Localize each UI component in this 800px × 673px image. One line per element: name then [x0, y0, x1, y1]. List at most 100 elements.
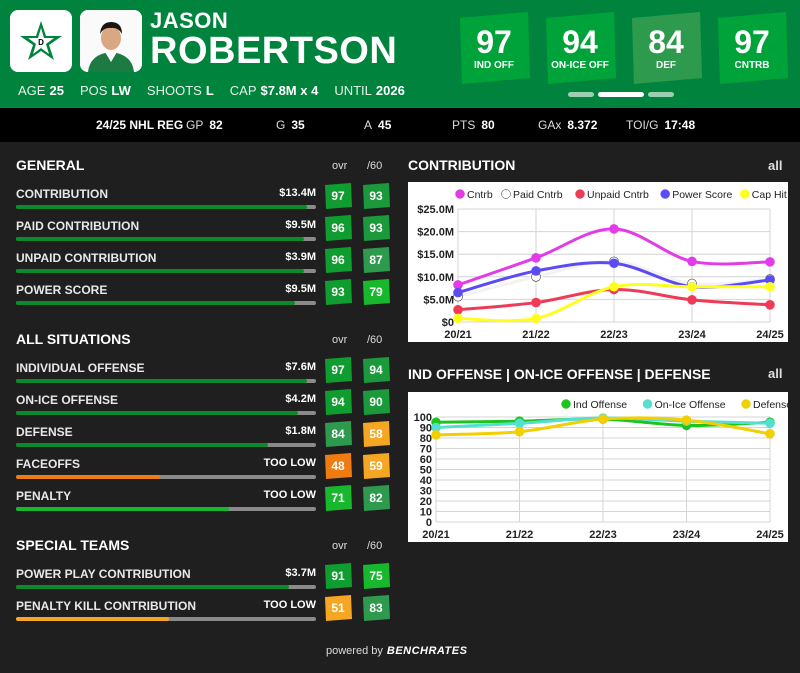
- contribution-all-toggle[interactable]: all: [768, 158, 783, 173]
- badge-value: 83: [369, 601, 383, 615]
- stat-bar-fill: [16, 205, 307, 209]
- stat-name: PENALTY: [16, 489, 72, 503]
- stat-bar-track: [16, 237, 316, 241]
- stat-value: TOO LOW: [263, 599, 316, 611]
- stat-row[interactable]: POWER SCORE $9.5M: [16, 283, 316, 309]
- stat-name: PAID CONTRIBUTION: [16, 219, 140, 233]
- per60-badge: 93: [361, 183, 391, 209]
- x-tick-label: 22/23: [589, 529, 617, 541]
- rating-cntrb[interactable]: 97 CNTRB: [714, 12, 790, 84]
- data-point[interactable]: [765, 257, 775, 267]
- data-point[interactable]: [609, 224, 619, 234]
- column-header-per60: /60: [367, 160, 383, 172]
- rating-label: ON-ICE OFF: [551, 59, 609, 71]
- off-def-all-toggle[interactable]: all: [768, 366, 783, 381]
- stat-row[interactable]: PAID CONTRIBUTION $9.5M: [16, 219, 316, 245]
- data-point[interactable]: [687, 295, 697, 305]
- star-icon: D: [20, 21, 62, 60]
- carousel-dot[interactable]: [568, 92, 594, 97]
- carousel-dots: [568, 92, 674, 97]
- data-point[interactable]: [453, 304, 463, 315]
- legend-item[interactable]: Defense: [741, 399, 789, 411]
- data-point[interactable]: [765, 428, 775, 439]
- stat-value: $7.6M: [285, 361, 316, 373]
- badge-value: 58: [369, 427, 383, 441]
- legend-label: Power Score: [672, 189, 732, 201]
- ovr-badge: 97: [323, 183, 353, 209]
- data-point[interactable]: [514, 418, 525, 429]
- data-point[interactable]: [765, 281, 775, 292]
- data-point[interactable]: [609, 258, 619, 269]
- header: D JASON ROBERTSON AGE 25 POS LW SHOOTS L CA…: [0, 0, 800, 108]
- stat-row[interactable]: INDIVIDUAL OFFENSE $7.6M: [16, 361, 316, 387]
- rating-def[interactable]: 84 DEF: [628, 12, 704, 84]
- data-point[interactable]: [531, 297, 541, 308]
- legend-item[interactable]: On-Ice Offense: [642, 399, 726, 411]
- rating-ind-off[interactable]: 97 IND OFF: [456, 12, 532, 84]
- stat-value: TOO LOW: [263, 489, 316, 501]
- stat-row[interactable]: PENALTY KILL CONTRIBUTION TOO LOW: [16, 599, 316, 625]
- data-point[interactable]: [687, 281, 697, 292]
- stat-row[interactable]: PENALTY TOO LOW: [16, 489, 316, 515]
- stat-value: $9.5M: [285, 219, 316, 231]
- brand-logo[interactable]: BENCHRATES: [386, 645, 468, 657]
- badge-value: 71: [331, 491, 345, 505]
- badge-value: 84: [331, 427, 345, 441]
- data-point[interactable]: [431, 430, 441, 440]
- data-point[interactable]: [609, 281, 619, 292]
- y-tick-label: 90: [420, 423, 432, 435]
- stat-bar-fill: [16, 443, 268, 447]
- data-point[interactable]: [531, 266, 541, 276]
- rating-on-ice-off[interactable]: 94 ON-ICE OFF: [542, 12, 618, 84]
- stat-bar-fill: [16, 585, 289, 589]
- stat-row[interactable]: CONTRIBUTION $13.4M: [16, 187, 316, 213]
- data-point[interactable]: [453, 313, 463, 324]
- data-point[interactable]: [514, 426, 525, 437]
- per60-badge: 58: [361, 421, 391, 447]
- data-point[interactable]: [681, 415, 692, 425]
- ovr-badge: 91: [323, 563, 353, 589]
- data-point[interactable]: [453, 287, 463, 298]
- stat-row[interactable]: UNPAID CONTRIBUTION $3.9M: [16, 251, 316, 277]
- data-point[interactable]: [531, 253, 541, 263]
- badge-value: 75: [369, 569, 383, 583]
- badge-value: 93: [369, 221, 383, 235]
- badge-value: 96: [331, 221, 345, 235]
- stat-row[interactable]: DEFENSE $1.8M: [16, 425, 316, 451]
- legend-item[interactable]: Power Score: [660, 189, 733, 201]
- legend-item[interactable]: Cntrb: [455, 189, 493, 201]
- stat-bar-track: [16, 443, 316, 447]
- stat-name: INDIVIDUAL OFFENSE: [16, 361, 145, 375]
- stat-row[interactable]: POWER PLAY CONTRIBUTION $3.7M: [16, 567, 316, 593]
- x-tick-label: 21/22: [522, 329, 550, 341]
- legend-item[interactable]: Cap Hit: [740, 189, 787, 201]
- stat-g: G 35: [276, 118, 305, 132]
- stat-value: $1.8M: [285, 425, 316, 437]
- badge-value: 96: [331, 253, 345, 267]
- stat-row[interactable]: FACEOFFS TOO LOW: [16, 457, 316, 483]
- ovr-badge: 48: [323, 453, 353, 479]
- contribution-chart: Cntrb Paid Cntrb Unpaid Cntrb Power Score Ca…: [408, 182, 788, 342]
- data-point[interactable]: [531, 313, 541, 324]
- carousel-dot-active[interactable]: [598, 92, 644, 97]
- column-header-per60: /60: [367, 334, 383, 346]
- section-title: SPECIAL TEAMS: [16, 537, 130, 553]
- per60-badge: 79: [361, 279, 391, 305]
- legend-item[interactable]: Unpaid Cntrb: [575, 189, 650, 201]
- section-title: GENERAL: [16, 157, 85, 173]
- badge-value: 82: [369, 491, 383, 505]
- legend-marker: [501, 189, 511, 199]
- x-tick-label: 23/24: [678, 329, 706, 341]
- data-point[interactable]: [598, 414, 608, 424]
- ovr-badge: 71: [323, 485, 353, 511]
- data-point[interactable]: [765, 418, 775, 429]
- stat-name: POWER PLAY CONTRIBUTION: [16, 567, 191, 581]
- badge-value: 94: [331, 395, 345, 409]
- data-point[interactable]: [765, 300, 775, 310]
- badge-value: 94: [369, 363, 383, 377]
- data-point[interactable]: [687, 256, 697, 267]
- legend-item[interactable]: Ind Offense: [561, 399, 628, 411]
- carousel-dot[interactable]: [648, 92, 674, 97]
- legend-item[interactable]: Paid Cntrb: [501, 189, 563, 201]
- stat-row[interactable]: ON-ICE OFFENSE $4.2M: [16, 393, 316, 419]
